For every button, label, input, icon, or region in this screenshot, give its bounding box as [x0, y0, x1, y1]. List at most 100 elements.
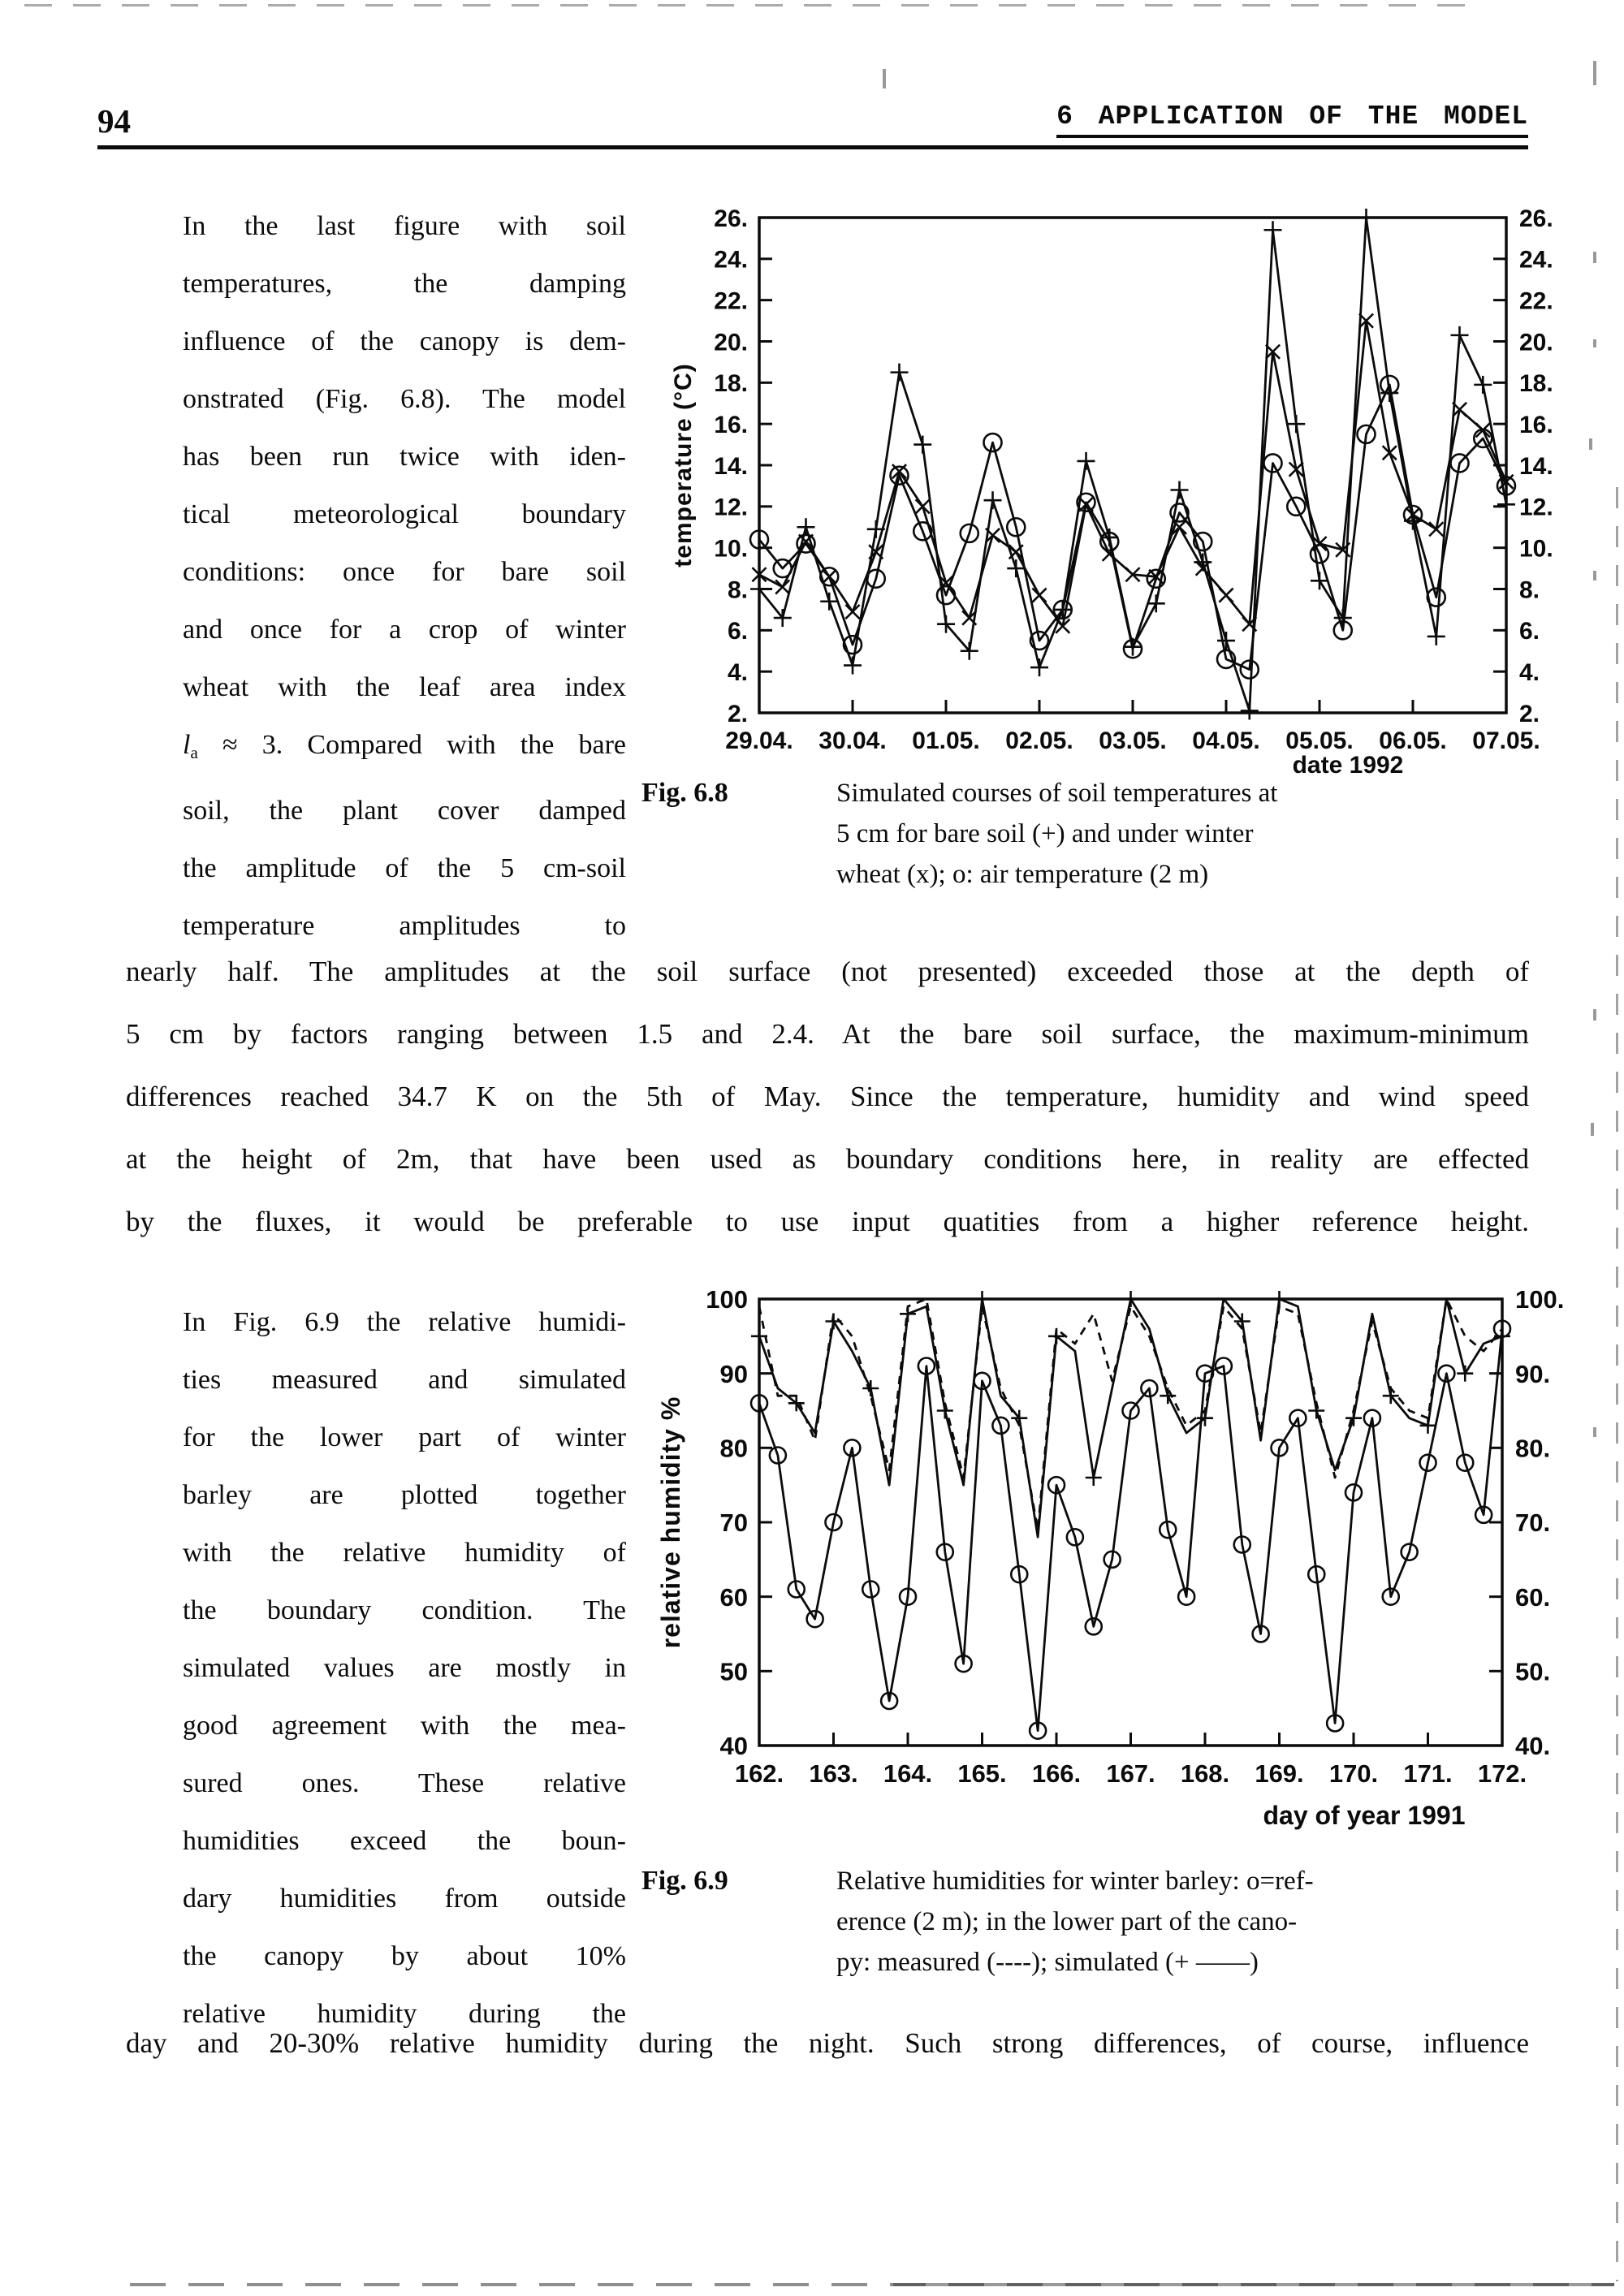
- text-line: sured ones. These relative: [183, 1768, 626, 1798]
- svg-text:24.: 24.: [1519, 247, 1553, 274]
- text-line: differences reached 34.7 K on the 5th of…: [126, 1081, 1529, 1112]
- scan-artifact-speck: [1591, 1123, 1594, 1136]
- scan-artifact-right-edge: [1616, 487, 1618, 2281]
- figure-6-9: 40 40. 50 50. 60 60. 70 70. 80 80. 90 90. 100 100. 162…: [646, 1279, 1563, 1847]
- figure-6-8: 2. 2. 4. 4. 6. 6. 8. 8. 10. 10. 12. 12. 14. 14. 16. 16.…: [646, 203, 1563, 808]
- svg-text:26.: 26.: [1519, 205, 1553, 232]
- svg-text:10.: 10.: [714, 535, 748, 562]
- svg-text:18.: 18.: [714, 370, 748, 397]
- svg-text:167.: 167.: [1106, 1759, 1155, 1788]
- text-line: nearly half. The amplitudes at the soil …: [126, 956, 1529, 987]
- svg-text:12.: 12.: [1519, 494, 1553, 521]
- svg-text:8.: 8.: [1519, 576, 1540, 603]
- paragraph-night-humidity: day and 20-30% relative humidity during …: [126, 2012, 1529, 2074]
- svg-text:162.: 162.: [735, 1759, 784, 1788]
- svg-text:100: 100: [706, 1285, 748, 1314]
- svg-text:169.: 169.: [1255, 1759, 1303, 1788]
- text-line: 5 cm for bare soil (+) and under winter: [836, 819, 1254, 848]
- svg-text:06.05.: 06.05.: [1379, 727, 1446, 754]
- text-line: Simulated courses of soil temperatures a…: [836, 779, 1278, 808]
- svg-text:30.04.: 30.04.: [818, 727, 886, 754]
- paragraph-amplitudes: nearly half. The amplitudes at the soil …: [126, 940, 1529, 1253]
- fig-6-8-temperature-chart: 2. 2. 4. 4. 6. 6. 8. 8. 10. 10. 12. 12. 14. 14. 16. 16.…: [670, 205, 1553, 779]
- svg-text:12.: 12.: [714, 494, 748, 521]
- text-line: erence (2 m); in the lower part of the c…: [836, 1907, 1298, 1936]
- text-line: by the fluxes, it would be preferable to…: [126, 1206, 1529, 1237]
- svg-text:171.: 171.: [1403, 1759, 1452, 1788]
- svg-text:04.05.: 04.05.: [1192, 727, 1259, 754]
- text-line: dary humidities from outside: [183, 1884, 626, 1914]
- svg-text:16.: 16.: [1519, 412, 1553, 438]
- figure-6-8-label: Fig. 6.8: [641, 778, 728, 808]
- scan-artifact-speck: [1593, 339, 1596, 347]
- text-line: la ≈ 3. Compared with the bare: [183, 730, 626, 762]
- svg-text:6.: 6.: [1519, 618, 1540, 645]
- svg-text:80: 80: [720, 1434, 748, 1462]
- svg-text:02.05.: 02.05.: [1005, 727, 1073, 754]
- svg-text:2.: 2.: [728, 701, 748, 727]
- text-line: the amplitude of the 5 cm-soil: [183, 852, 626, 883]
- svg-text:8.: 8.: [728, 576, 748, 603]
- svg-text:03.05.: 03.05.: [1099, 727, 1166, 754]
- svg-text:100.: 100.: [1515, 1285, 1563, 1314]
- text-line: wheat (x); o: air temperature (2 m): [836, 860, 1209, 889]
- scan-artifact-speck: [1593, 61, 1596, 85]
- text-line: Relative humidities for winter barley: o…: [836, 1867, 1314, 1896]
- scan-artifact-bottom-line-2: [893, 2283, 1614, 2286]
- svg-text:01.05.: 01.05.: [912, 727, 979, 754]
- text-line: temperatures, the damping: [183, 269, 626, 299]
- svg-text:4.: 4.: [728, 659, 748, 686]
- page-number: 94: [97, 102, 131, 140]
- page-header: 94 6 APPLICATION OF THE MODEL: [97, 101, 1528, 150]
- svg-text:26.: 26.: [714, 205, 748, 232]
- text-line: with the relative humidity of: [183, 1538, 626, 1568]
- figure-6-9-caption: Fig. 6.9 Relative humidities for winter …: [641, 1861, 1380, 1983]
- svg-text:date 1992: date 1992: [1293, 752, 1404, 779]
- svg-text:4.: 4.: [1519, 659, 1540, 686]
- svg-text:22.: 22.: [1519, 287, 1553, 314]
- paragraph-soil-temperatures: In the last figure with soil temperatures…: [183, 197, 626, 955]
- scan-artifact-speck: [1593, 571, 1596, 580]
- scan-artifact-top-line: [24, 4, 1470, 6]
- svg-text:05.05.: 05.05.: [1285, 727, 1353, 754]
- scan-artifact-bottom-line: [130, 2283, 1614, 2286]
- svg-text:07.05.: 07.05.: [1472, 727, 1540, 754]
- svg-text:170.: 170.: [1329, 1759, 1378, 1788]
- text-line: tical meteorological boundary: [183, 499, 626, 529]
- scan-artifact-speck: [1593, 1427, 1596, 1437]
- text-line: onstrated (Fig. 6.8). The model: [183, 384, 626, 414]
- svg-text:40: 40: [720, 1732, 748, 1760]
- svg-text:day of year 1991: day of year 1991: [1263, 1801, 1465, 1830]
- text-line: temperature amplitudes to: [183, 910, 626, 941]
- svg-text:24.: 24.: [714, 247, 748, 274]
- scan-artifact-speck: [1589, 438, 1592, 450]
- fig-6-9-humidity-chart: 40 40. 50 50. 60 60. 70 70. 80 80. 90 90. 100 100. 162…: [656, 1285, 1563, 1830]
- text-line: barley are plotted together: [183, 1480, 626, 1510]
- text-line: In the last figure with soil: [183, 211, 626, 241]
- figure-6-8-caption-text: Simulated courses of soil temperatures a…: [836, 773, 1380, 895]
- svg-text:165.: 165.: [957, 1759, 1006, 1788]
- figure-6-8-caption: Fig. 6.8 Simulated courses of soil tempe…: [641, 773, 1380, 895]
- svg-text:166.: 166.: [1032, 1759, 1081, 1788]
- svg-text:relative humidity %: relative humidity %: [656, 1396, 685, 1649]
- figure-6-9-caption-text: Relative humidities for winter barley: o…: [836, 1861, 1380, 1983]
- text-line: day and 20-30% relative humidity during …: [126, 2027, 1529, 2059]
- text-line: ties measured and simulated: [183, 1365, 626, 1395]
- svg-text:164.: 164.: [883, 1759, 932, 1788]
- text-line: conditions: once for bare soil: [183, 557, 626, 587]
- svg-text:70: 70: [720, 1508, 748, 1537]
- svg-text:60.: 60.: [1515, 1583, 1550, 1612]
- text-line: for the lower part of winter: [183, 1422, 626, 1452]
- text-line: humidities exceed the boun-: [183, 1826, 626, 1856]
- svg-text:50.: 50.: [1515, 1657, 1550, 1685]
- svg-text:18.: 18.: [1519, 370, 1553, 397]
- svg-text:10.: 10.: [1519, 535, 1553, 562]
- svg-text:60: 60: [720, 1583, 748, 1612]
- text-line: wheat with the leaf area index: [183, 672, 626, 702]
- svg-text:50: 50: [720, 1657, 748, 1685]
- svg-text:temperature (°C): temperature (°C): [670, 363, 697, 567]
- text-line: soil, the plant cover damped: [183, 795, 626, 826]
- svg-text:6.: 6.: [728, 618, 748, 645]
- text-line: relative humidity during the: [183, 1999, 626, 2029]
